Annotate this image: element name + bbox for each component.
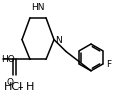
Text: HO: HO <box>1 55 15 64</box>
Text: H: H <box>26 82 34 92</box>
Text: HN: HN <box>31 3 45 12</box>
Text: HCl: HCl <box>4 82 23 92</box>
Text: N: N <box>55 36 62 45</box>
Text: F: F <box>106 60 111 69</box>
Text: O: O <box>6 78 13 87</box>
Text: –: – <box>17 82 23 92</box>
